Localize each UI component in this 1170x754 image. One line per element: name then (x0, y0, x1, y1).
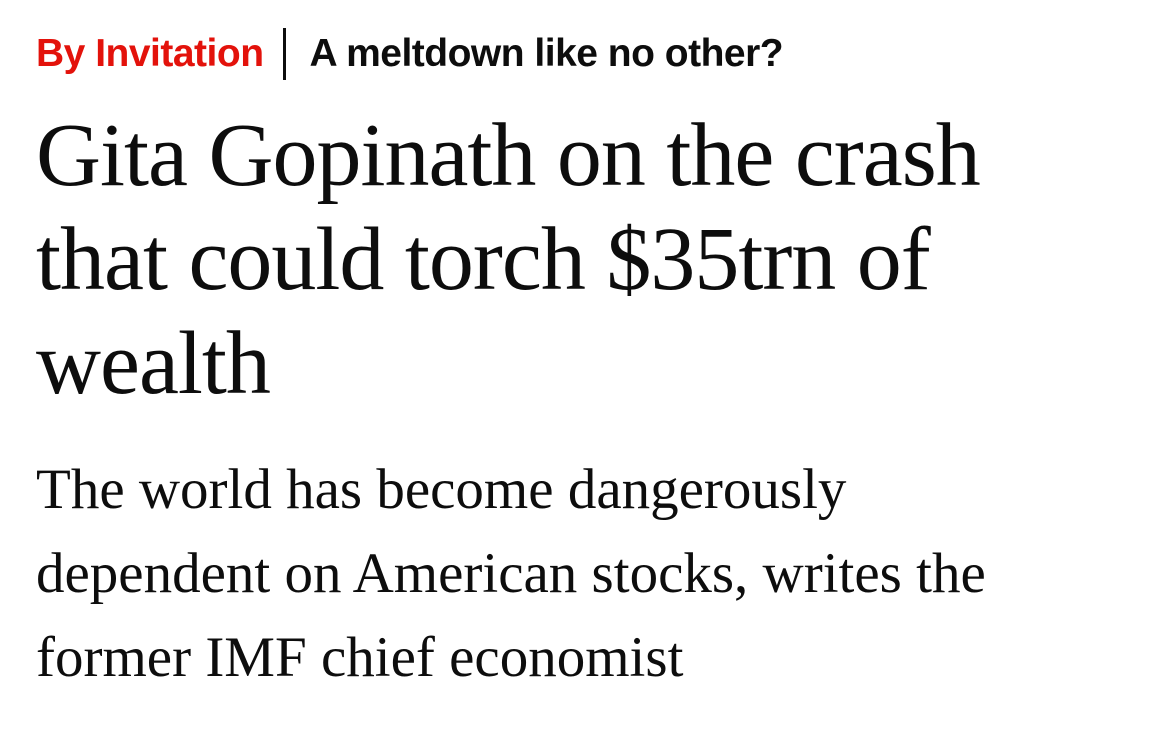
subtitle-line-1: The world has become dangerously (36, 458, 847, 521)
article-header: By Invitation A meltdown like no other? … (36, 28, 1140, 700)
subtitle-line-3: former IMF chief economist (36, 626, 684, 689)
headline-line-2: that could torch $35trn of (36, 210, 931, 309)
subtitle-line-2: dependent on American stocks, writes the (36, 542, 986, 605)
kicker-topic: A meltdown like no other? (309, 31, 784, 75)
article-headline: Gita Gopinath on the crash that could to… (36, 104, 1140, 416)
kicker-divider (282, 28, 286, 80)
section-link[interactable]: By Invitation (36, 31, 264, 75)
kicker: By Invitation A meltdown like no other? (36, 28, 1140, 80)
article-subtitle: The world has become dangerously depende… (36, 448, 1140, 700)
headline-line-1: Gita Gopinath on the crash (36, 106, 981, 205)
headline-line-3: wealth (36, 314, 271, 413)
